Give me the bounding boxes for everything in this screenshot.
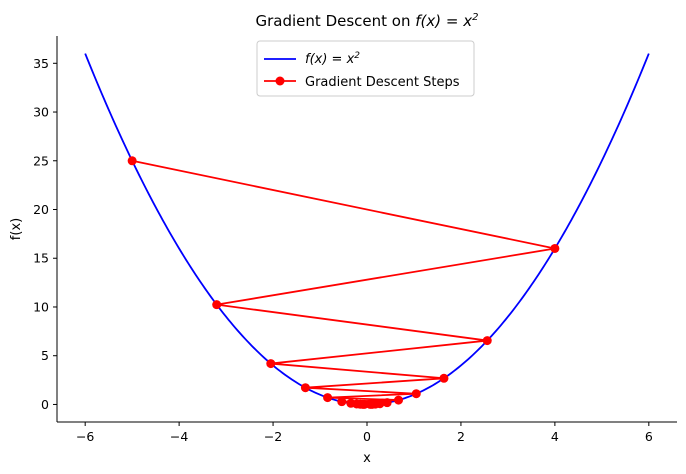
legend-curve-label: f(x) = x2 [305,51,360,67]
data-point-2 [212,300,222,310]
y-tick-label: 35 [33,56,49,71]
y-axis-label: f(x) [9,218,24,240]
y-tick-label: 20 [33,202,49,217]
chart-title-superscript: 2 [472,12,478,23]
x-tick-label: 6 [645,429,653,444]
data-point-0 [127,156,137,166]
data-point-1 [550,243,560,253]
data-point-8 [323,393,333,403]
series-line-steps [131,159,556,406]
y-tick-label: 25 [33,153,49,168]
y-tick-label: 0 [41,397,49,412]
data-point-6 [300,383,310,393]
y-tick-label: 10 [33,299,49,314]
plot-area [84,53,650,409]
chart-title-prefix: Gradient Descent on [256,12,416,30]
series-line-curve [84,53,650,406]
data-point-11 [382,398,392,408]
legend-curve-superscript: 2 [354,51,360,61]
x-tick-label: 2 [457,429,465,444]
x-tick-label: −4 [170,429,188,444]
data-point-7 [411,389,421,399]
legend-steps-label: Gradient Descent Steps [305,75,460,90]
y-tick-label: 5 [41,348,49,363]
x-tick-label: −6 [76,429,94,444]
y-tick-label: 15 [33,251,49,266]
legend-curve-math: f(x) = x [305,52,355,67]
x-tick-label: 0 [363,429,371,444]
chart-title-math: f(x) = x [415,12,472,30]
legend-steps-marker [275,76,285,86]
legend: f(x) = x2 Gradient Descent Steps [256,40,475,97]
data-point-5 [439,373,449,383]
data-point-10 [337,397,347,407]
x-tick-label: −2 [264,429,282,444]
chart-title: Gradient Descent on f(x) = x2 [256,12,479,30]
y-tick-label: 30 [33,105,49,120]
data-point-4 [266,359,276,369]
x-tick-label: 4 [551,429,559,444]
x-axis-label: x [363,451,371,466]
legend-frame [256,40,475,97]
data-point-9 [394,395,404,405]
svg-text:Gradient Descent on f(x) = x2: Gradient Descent on f(x) = x2 [256,12,479,30]
data-point-3 [482,336,492,346]
data-point-20 [359,399,369,409]
axes: −6 −4 −2 0 2 4 6 0 5 10 15 20 25 30 35 [33,36,677,444]
